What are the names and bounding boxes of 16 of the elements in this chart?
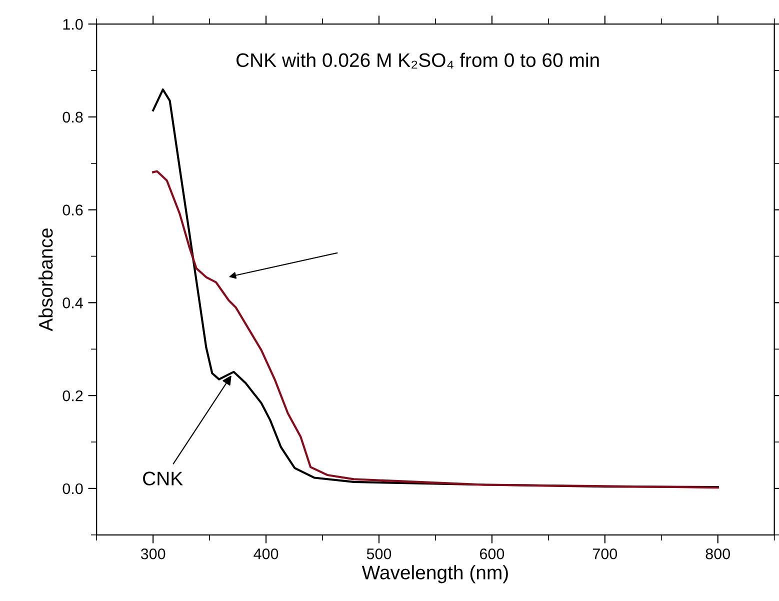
y-tick-label: 0.8 xyxy=(62,112,83,123)
x-tick-label: 700 xyxy=(592,548,618,560)
y-tick-label: 0.0 xyxy=(62,483,83,494)
x-tick-label: 500 xyxy=(366,548,392,560)
y-tick-label: 0.6 xyxy=(62,204,83,216)
x-tick-label: 600 xyxy=(480,548,504,560)
y-tick-label: 0.2 xyxy=(62,390,83,402)
y-tick-label: 1.0 xyxy=(63,18,83,30)
annotation: CNK with 0.026 M K₂SO₄ from 0 to 60 min xyxy=(236,52,599,69)
x-axis-title: Wavelength (nm) xyxy=(362,565,508,584)
y-axis-title: Absorbance xyxy=(38,228,53,332)
x-tick-label: 800 xyxy=(706,548,730,560)
y-tick-label: 0.4 xyxy=(62,298,83,308)
x-tick-label: 300 xyxy=(140,548,166,560)
annotation: CNK xyxy=(143,472,183,486)
x-tick-label: 400 xyxy=(254,548,278,560)
